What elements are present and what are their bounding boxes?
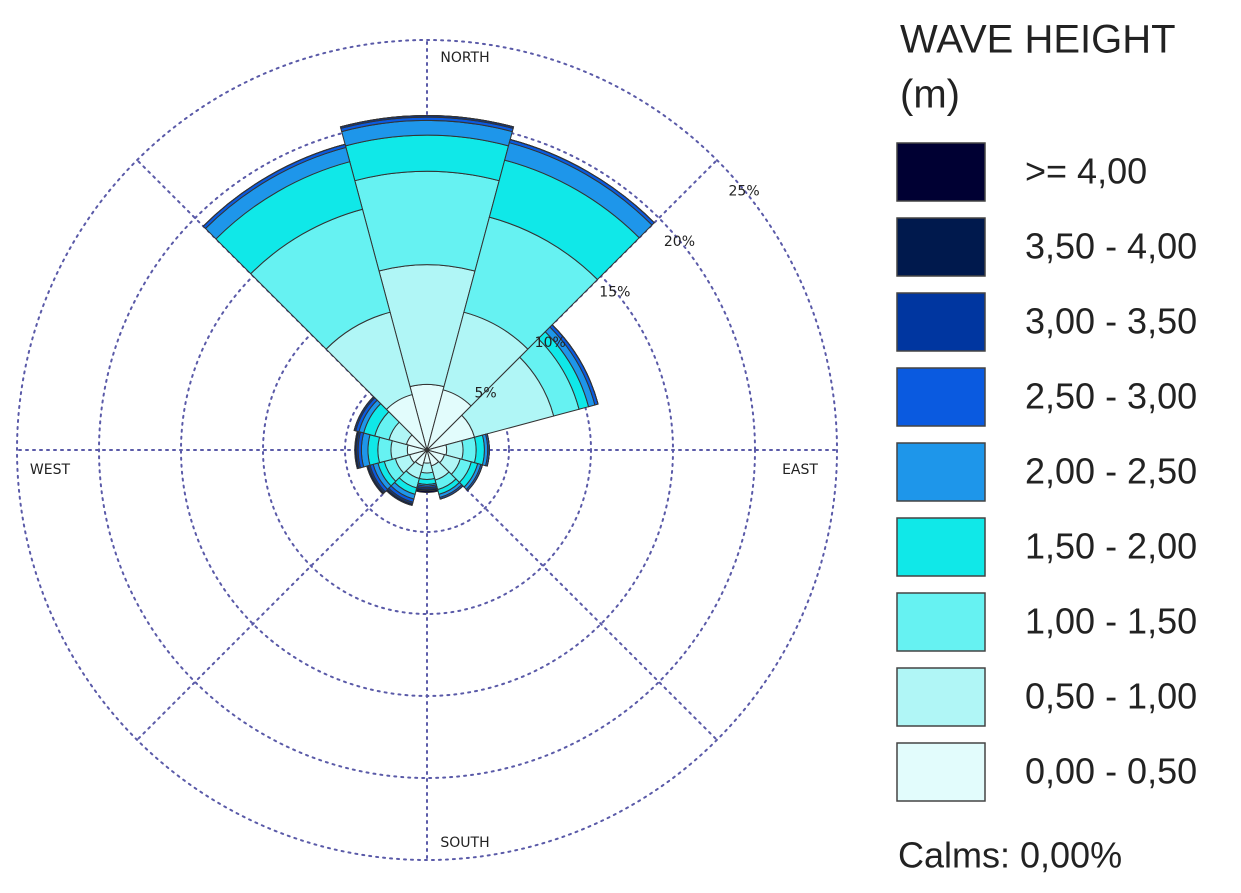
legend-label: 0,50 - 1,00 [1025, 676, 1197, 717]
tick-labels: 5% 10% 15% 20% 25% [475, 184, 760, 402]
direction-label: NORTH [440, 50, 489, 66]
r-tick-label: 5% [475, 386, 497, 402]
wedge-segment [420, 462, 434, 474]
legend-swatch [896, 217, 986, 277]
footer: Calms: 0,00% [898, 835, 1122, 876]
legend-label: 3,50 - 4,00 [1025, 226, 1197, 267]
legend-label: 1,50 - 2,00 [1025, 526, 1197, 567]
wedge-segment [386, 490, 413, 506]
legend-swatch [896, 292, 986, 352]
legend-swatch [896, 367, 986, 427]
wedge-segment [467, 464, 483, 491]
wedge-segment [473, 434, 485, 466]
legend-swatch [896, 142, 986, 202]
wedge-segment [461, 436, 477, 464]
legend-unit: (m) [900, 73, 960, 117]
grid-ring [16, 39, 838, 861]
legend-label: >= 4,00 [1025, 151, 1147, 192]
wedges [202, 114, 655, 507]
legend-label: 3,00 - 3,50 [1025, 301, 1197, 342]
legend-label: 2,00 - 2,50 [1025, 451, 1197, 492]
wedge-segment [510, 139, 655, 224]
r-tick-label: 15% [599, 285, 630, 301]
legend-label: 0,00 - 0,50 [1025, 751, 1197, 792]
wedge-segment [366, 466, 384, 495]
legend-swatch [896, 442, 986, 502]
wedge-segment [415, 488, 439, 494]
direction-label: SOUTH [440, 835, 489, 851]
wedge-segment [354, 431, 358, 469]
wedge-segment [367, 434, 381, 466]
r-tick-label: 25% [729, 184, 760, 200]
legend-swatch [896, 742, 986, 802]
legend-swatch [896, 517, 986, 577]
grid-spoke [136, 449, 428, 741]
legend-swatch [896, 667, 986, 727]
legend-swatch [896, 592, 986, 652]
wedge-segment [353, 396, 375, 431]
grid-spoke [426, 449, 718, 741]
r-tick-label: 10% [535, 335, 566, 351]
legend-label: 2,50 - 3,00 [1025, 376, 1197, 417]
legend-title: WAVE HEIGHT [900, 18, 1176, 62]
direction-label: EAST [782, 462, 818, 478]
legend-label: 1,00 - 1,50 [1025, 601, 1197, 642]
wedge-segment [418, 471, 436, 481]
r-tick-label: 20% [664, 234, 695, 250]
wedge-segment [377, 436, 393, 464]
direction-label: WEST [30, 462, 71, 478]
wedge-segment [354, 170, 500, 272]
